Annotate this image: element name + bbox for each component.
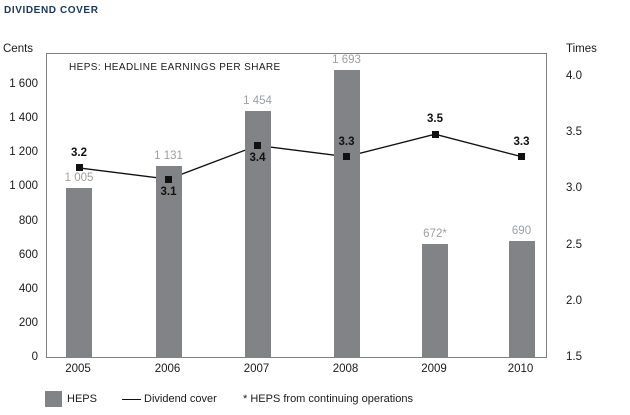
left-axis-unit-label: Cents (3, 43, 34, 55)
heps-bar-2010 (508, 241, 535, 358)
heps-bar-2005 (66, 187, 92, 358)
left-tick-1200: 1 200 (9, 146, 38, 159)
left-tick-800: 800 (18, 214, 38, 227)
x-label-2005: 2005 (65, 363, 91, 375)
heps-bar-2006 (155, 166, 182, 358)
dividend-cover-point-2006 (165, 175, 172, 183)
dividend-cover-point-2007 (254, 141, 261, 149)
heps-bar-2008 (333, 70, 360, 358)
heps-bar-value-2005: 1 005 (64, 171, 94, 184)
dividend-cover-value-2006: 3.1 (160, 186, 177, 199)
page-title: DIVIDEND COVER (4, 5, 99, 16)
dividend-cover-legend-line-icon (122, 399, 141, 400)
left-tick-1000: 1 000 (9, 180, 38, 193)
dividend-cover-value-2010: 3.3 (513, 135, 530, 148)
dividend-cover-point-2010 (518, 153, 525, 161)
dividend-cover-value-2009: 3.5 (427, 113, 443, 126)
heps-bar-value-2007: 1 454 (243, 94, 272, 107)
heps-bar-2007 (244, 110, 271, 358)
dividend-cover-legend-label: Dividend cover (144, 393, 217, 405)
left-tick-200: 200 (18, 316, 38, 329)
right-tick-2.0: 2.0 (566, 294, 582, 307)
heps-bar-2009 (422, 244, 448, 358)
dividend-cover-point-2005 (75, 164, 83, 172)
left-tick-0: 0 (31, 351, 38, 363)
x-label-2010: 2010 (507, 363, 534, 375)
dividend-cover-line (78, 133, 522, 180)
heps-bar-value-2009: 672* (423, 228, 447, 241)
right-tick-3.0: 3.0 (566, 182, 582, 195)
right-axis-unit-label: Times (566, 43, 597, 55)
heps-legend-swatch (45, 391, 62, 407)
dividend-cover-value-2008: 3.3 (338, 135, 355, 148)
plot-area: HEPS: HEADLINE EARNINGS PER SHARE 1 005 1… (46, 53, 547, 358)
dividend-cover-value-2005: 3.2 (71, 146, 87, 159)
left-tick-1600: 1 600 (9, 78, 38, 90)
right-tick-3.5: 3.5 (566, 126, 582, 139)
left-tick-1400: 1 400 (9, 112, 38, 125)
dividend-cover-value-2007: 3.4 (249, 152, 266, 165)
x-label-2008: 2008 (332, 363, 359, 375)
x-label-2006: 2006 (154, 363, 181, 375)
right-tick-4.0: 4.0 (566, 70, 582, 82)
left-tick-600: 600 (18, 248, 38, 261)
chart-annotation: HEPS: HEADLINE EARNINGS PER SHARE (69, 62, 281, 73)
footnote: * HEPS from continuing operations (243, 393, 413, 405)
x-label-2009: 2009 (421, 363, 447, 375)
dividend-cover-point-2009 (431, 130, 439, 138)
heps-bar-value-2006: 1 131 (154, 150, 183, 163)
right-tick-1.5: 1.5 (566, 351, 582, 363)
x-label-2007: 2007 (243, 363, 270, 375)
heps-bar-value-2010: 690 (511, 225, 532, 238)
heps-bar-value-2008: 1 693 (332, 54, 361, 67)
left-tick-400: 400 (18, 282, 38, 295)
right-tick-2.5: 2.5 (566, 238, 582, 251)
heps-legend-label: HEPS (67, 393, 97, 405)
dividend-cover-point-2008 (343, 153, 350, 161)
